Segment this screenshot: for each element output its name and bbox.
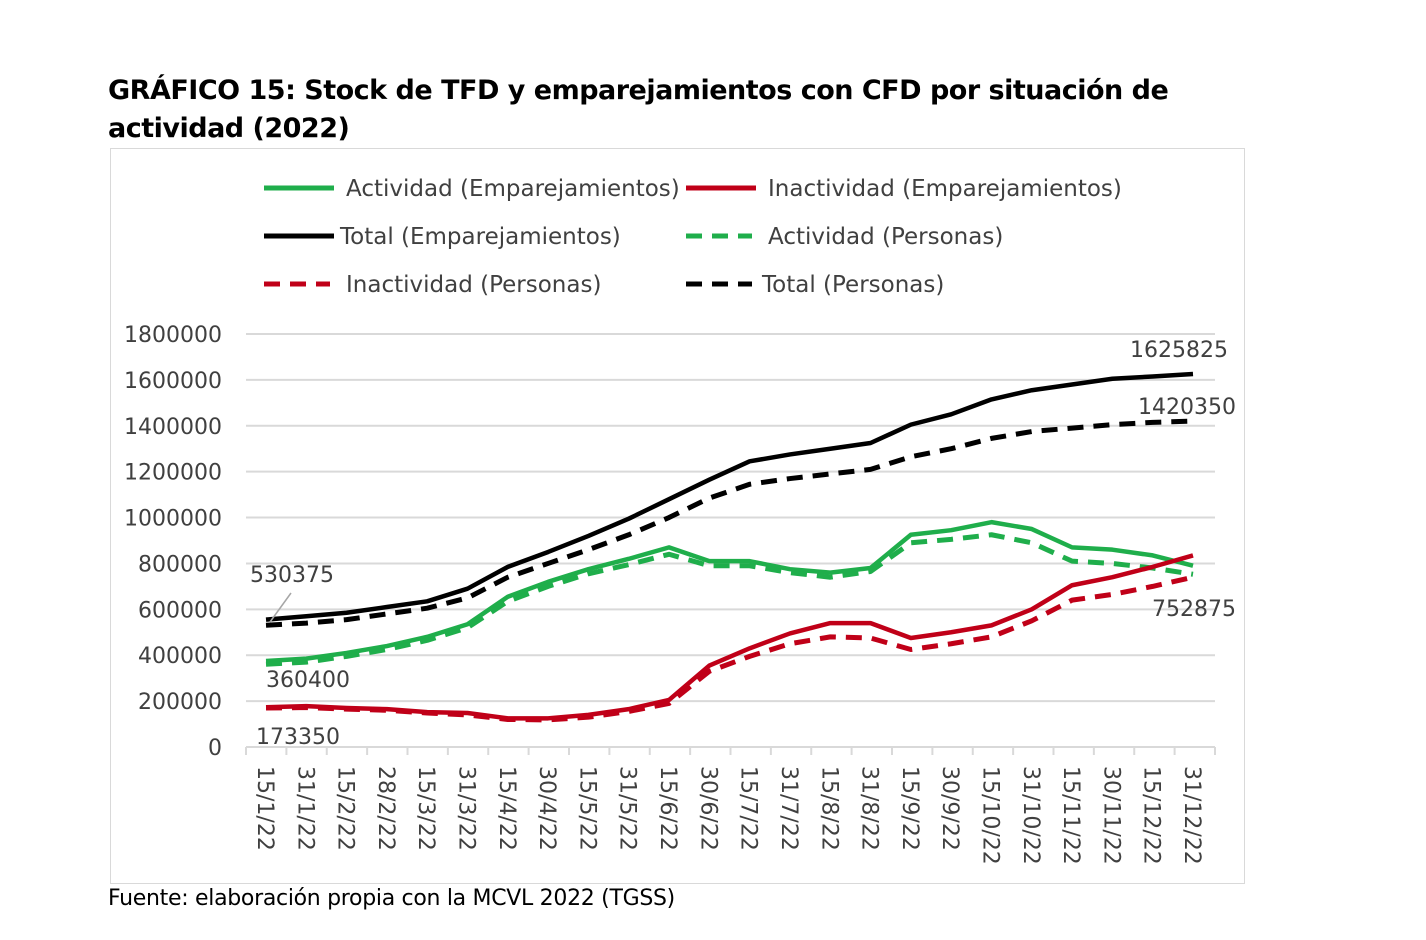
x-tick-label: 31/12/22 — [1179, 766, 1204, 865]
x-tick-label: 15/11/22 — [1058, 766, 1083, 865]
x-tick-label: 15/9/22 — [897, 766, 922, 851]
annotation-leader — [269, 592, 292, 623]
x-tick-label: 31/8/22 — [857, 766, 882, 851]
y-tick-label: 0 — [208, 736, 222, 761]
series-line-4 — [265, 574, 1194, 723]
data-label: 752875 — [1152, 597, 1236, 622]
x-tick-label: 15/3/22 — [413, 766, 438, 851]
x-tick-label: 15/2/22 — [333, 766, 358, 851]
y-tick-label: 800000 — [138, 552, 222, 577]
y-tick-label: 1800000 — [124, 323, 222, 348]
y-tick-label: 1600000 — [124, 369, 222, 394]
x-tick-label: 31/3/22 — [454, 766, 479, 851]
legend-label: Total (Personas) — [761, 272, 944, 298]
x-tick-label: 15/1/22 — [252, 766, 277, 851]
x-tick-label: 15/6/22 — [655, 766, 680, 851]
data-label: 173350 — [256, 725, 340, 750]
x-tick-label: 31/1/22 — [292, 766, 317, 851]
data-label: 360400 — [266, 668, 350, 693]
data-label: 530375 — [250, 563, 334, 588]
x-tick-label: 15/5/22 — [574, 766, 599, 851]
x-tick-label: 15/12/22 — [1139, 766, 1164, 865]
x-tick-label: 28/2/22 — [373, 766, 398, 851]
x-tick-label: 30/6/22 — [695, 766, 720, 851]
y-tick-label: 400000 — [138, 644, 222, 669]
legend-label: Actividad (Personas) — [768, 224, 1003, 250]
x-tick-label: 15/4/22 — [494, 766, 519, 851]
x-tick-label: 31/10/22 — [1018, 766, 1043, 865]
series-line-0 — [265, 519, 1194, 664]
y-tick-label: 1400000 — [124, 415, 222, 440]
x-tick-label: 15/7/22 — [736, 766, 761, 851]
y-tick-label: 200000 — [138, 690, 222, 715]
chart-frame — [110, 148, 1245, 884]
data-label: 1625825 — [1130, 338, 1228, 363]
chart-title: GRÁFICO 15: Stock de TFD y emparejamient… — [108, 75, 1169, 144]
y-tick-label: 1000000 — [124, 507, 222, 532]
legend-label: Actividad (Emparejamientos) — [346, 176, 680, 202]
series-line-2 — [265, 371, 1194, 622]
x-tick-label: 31/7/22 — [776, 766, 801, 851]
x-tick-label: 15/8/22 — [816, 766, 841, 851]
x-tick-label: 30/11/22 — [1098, 766, 1123, 865]
y-tick-label: 1200000 — [124, 461, 222, 486]
legend-label: Inactividad (Emparejamientos) — [768, 176, 1122, 202]
series-line-1 — [265, 553, 1194, 721]
legend-label: Inactividad (Personas) — [346, 272, 601, 298]
x-tick-label: 31/5/22 — [615, 766, 640, 851]
source-note: Fuente: elaboración propia con la MCVL 2… — [108, 886, 675, 911]
legend-label: Total (Emparejamientos) — [339, 224, 621, 250]
data-label: 1420350 — [1138, 395, 1236, 420]
x-tick-label: 30/4/22 — [534, 766, 559, 851]
x-tick-label: 30/9/22 — [937, 766, 962, 851]
series-line-3 — [265, 532, 1194, 667]
x-tick-label: 15/10/22 — [977, 766, 1002, 865]
y-tick-label: 600000 — [138, 598, 222, 623]
